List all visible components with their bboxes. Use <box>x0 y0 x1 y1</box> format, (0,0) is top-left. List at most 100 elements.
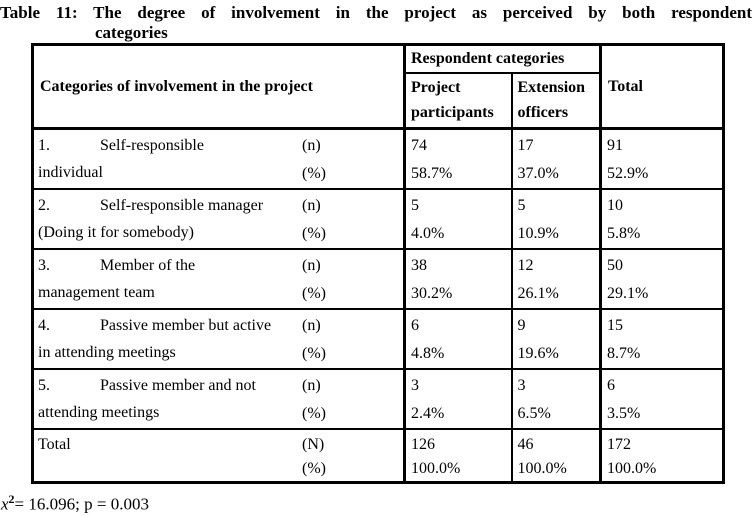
category-number: 4. <box>38 317 50 334</box>
pct-value: 6.5% <box>517 405 551 422</box>
table-row-1: 1. Self-responsible individual (n) (%) 74 5… <box>31 127 725 190</box>
n-value: 10 <box>607 197 623 214</box>
category-cell: 1. Self-responsible individual (n) (%) <box>31 127 406 190</box>
category-number: 2. <box>38 197 50 214</box>
n-label: (n) <box>302 377 321 394</box>
value-cell-officers: 5 10.9% <box>510 188 602 250</box>
n-value: 9 <box>517 317 526 334</box>
table-row-total: Total (N) (%) 126 100.0% 46 100.0% 172 100.0… <box>31 428 725 484</box>
n-label: (n) <box>302 257 321 274</box>
stat-labels: (n) (%) <box>302 252 326 307</box>
category-label: 3. Member of the management team <box>38 252 302 307</box>
stat-labels: (n) (%) <box>302 132 326 187</box>
pct-value: 3.5% <box>607 405 641 422</box>
pct-value: 8.7% <box>607 345 641 362</box>
value-cell-participants: 74 58.7% <box>403 127 513 190</box>
stat-labels: (n) (%) <box>302 312 326 367</box>
n-value: 126 <box>411 436 435 453</box>
value-cell-participants: 38 30.2% <box>403 248 513 310</box>
chi-symbol: x <box>1 494 9 514</box>
table-caption-line1: Table 11: The degree of involvement in t… <box>0 3 752 22</box>
pct-label: (%) <box>302 405 326 422</box>
pct-label: (%) <box>302 460 326 477</box>
category-number: 3. <box>38 257 50 274</box>
pct-value: 52.9% <box>607 165 649 182</box>
n-value: 6 <box>411 317 419 334</box>
pct-label: (%) <box>302 165 326 182</box>
value-cell-total: 10 5.8% <box>599 188 725 250</box>
pct-value: 4.0% <box>411 225 445 242</box>
value-cell-participants: 3 2.4% <box>403 368 513 430</box>
pct-value: 10.9% <box>517 225 559 242</box>
category-cell: 3. Member of the management team (n) (%) <box>31 248 406 310</box>
value-cell-officers: 17 37.0% <box>510 127 602 190</box>
value-cell-officers: 9 19.6% <box>510 308 602 370</box>
pct-label: (%) <box>302 225 326 242</box>
value-cell-total: 172 100.0% <box>599 428 725 484</box>
category-number: 1. <box>38 137 50 154</box>
pct-value: 100.0% <box>411 460 461 477</box>
value-cell-officers: 3 6.5% <box>510 368 602 430</box>
n-label: (n) <box>302 317 321 334</box>
value-cell-officers: 46 100.0% <box>510 428 602 484</box>
n-value: 38 <box>411 257 427 274</box>
value-cell-participants: 126 100.0% <box>403 428 513 484</box>
category-cell: 4. Passive member but active in attending… <box>31 308 406 370</box>
n-label: (n) <box>302 137 321 154</box>
value-cell-total: 91 52.9% <box>599 127 725 190</box>
category-label: 1. Self-responsible individual <box>38 132 302 187</box>
total-label: Total <box>38 436 71 453</box>
stat-labels: (N) (%) <box>302 433 326 481</box>
pct-value: 100.0% <box>517 460 567 477</box>
stat-labels: (n) (%) <box>302 192 326 247</box>
n-value: 3 <box>517 377 526 394</box>
pct-value: 30.2% <box>411 285 453 302</box>
category-label: 4. Passive member but active in attending… <box>38 312 302 367</box>
value-cell-total: 6 3.5% <box>599 368 725 430</box>
table-row-2: 2. Self-responsible manager (Doing it for… <box>31 188 725 250</box>
category-cell: Total (N) (%) <box>31 428 406 484</box>
pct-value: 2.4% <box>411 405 445 422</box>
header-extension-officers: Extension officers <box>510 72 602 130</box>
value-cell-officers: 12 26.1% <box>510 248 602 310</box>
pct-value: 29.1% <box>607 285 649 302</box>
value-cell-participants: 6 4.8% <box>403 308 513 370</box>
pct-value: 58.7% <box>411 165 453 182</box>
n-value: 3 <box>411 377 419 394</box>
n-label: (n) <box>302 197 321 214</box>
pct-value: 100.0% <box>607 460 657 477</box>
chi-square-footnote: x2= 16.096; p = 0.003 <box>0 488 752 516</box>
pct-value: 19.6% <box>517 345 559 362</box>
table-row-3: 3. Member of the management team (n) (%) 3… <box>31 248 725 310</box>
stat-labels: (n) (%) <box>302 372 326 427</box>
header-total: Total <box>599 43 725 130</box>
value-cell-participants: 5 4.0% <box>403 188 513 250</box>
involvement-table: Categories of involvement in the project… <box>31 43 725 484</box>
category-cell: 2. Self-responsible manager (Doing it for… <box>31 188 406 250</box>
chi-stat-text: = 16.096; p = 0.003 <box>14 494 149 514</box>
pct-value: 26.1% <box>517 285 559 302</box>
category-label: 2. Self-responsible manager (Doing it for… <box>38 192 302 247</box>
category-cell: 5. Passive member and not attending meeti… <box>31 368 406 430</box>
n-value: 46 <box>517 436 534 453</box>
n-value: 5 <box>411 197 419 214</box>
n-value: 5 <box>517 197 526 214</box>
n-value: 91 <box>607 137 623 154</box>
n-value: 172 <box>607 436 631 453</box>
n-value: 15 <box>607 317 623 334</box>
pct-value: 4.8% <box>411 345 445 362</box>
n-value: 12 <box>517 257 534 274</box>
category-label: 5. Passive member and not attending meeti… <box>38 372 302 427</box>
pct-value: 5.8% <box>607 225 641 242</box>
table-caption-line2: categories <box>95 23 168 42</box>
table-row-5: 5. Passive member and not attending meeti… <box>31 368 725 430</box>
table-row-4: 4. Passive member but active in attending… <box>31 308 725 370</box>
header-row-1: Categories of involvement in the project… <box>31 43 725 130</box>
n-value: 74 <box>411 137 427 154</box>
n-value: 17 <box>517 137 534 154</box>
value-cell-total: 15 8.7% <box>599 308 725 370</box>
n-value: 50 <box>607 257 623 274</box>
n-value: 6 <box>607 377 615 394</box>
header-categories: Categories of involvement in the project <box>31 43 406 130</box>
pct-label: (%) <box>302 285 326 302</box>
